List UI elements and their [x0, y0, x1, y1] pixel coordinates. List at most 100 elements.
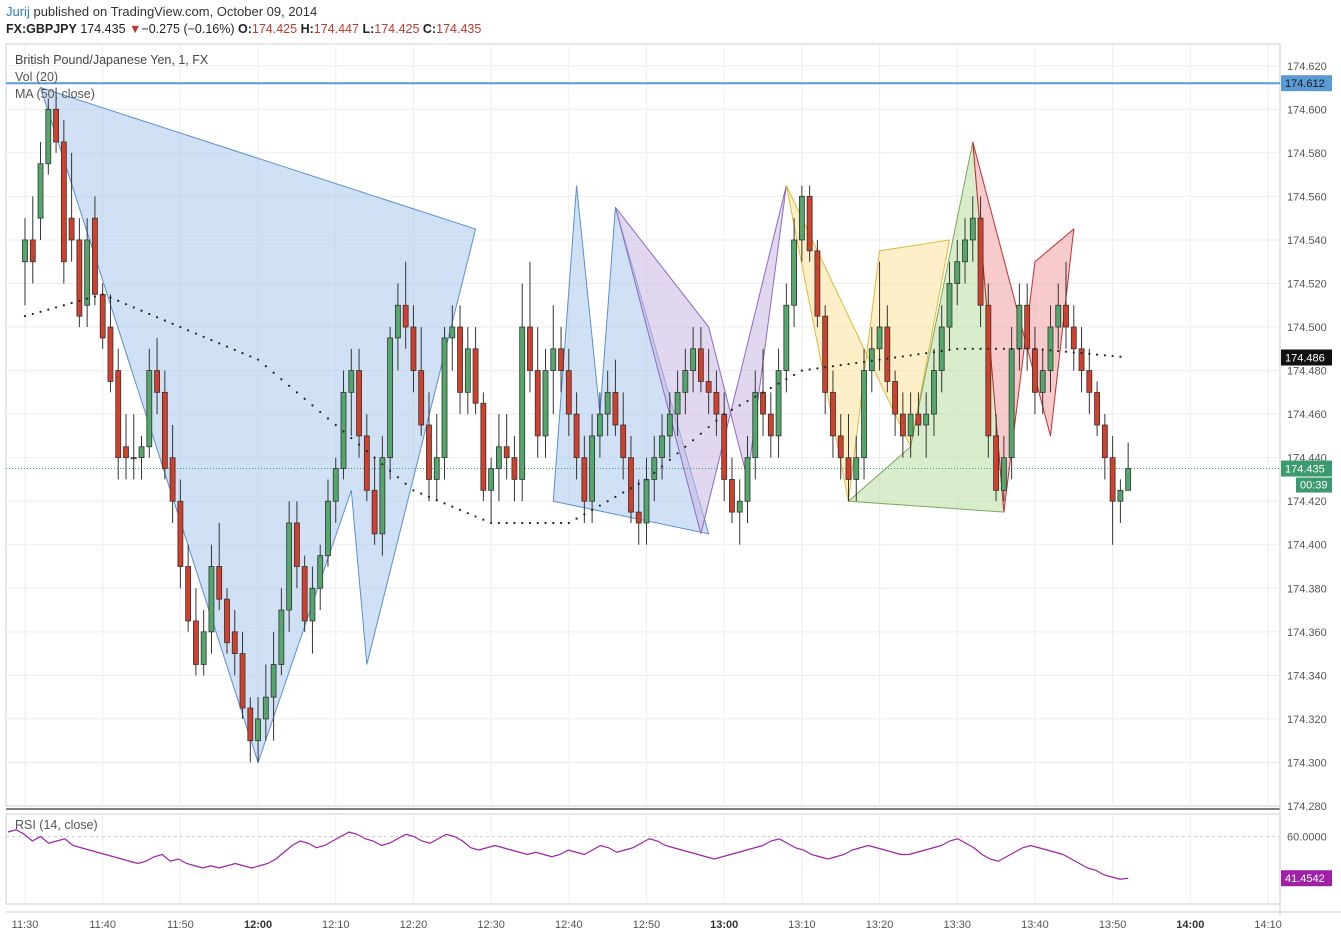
candle-body: [402, 304, 409, 328]
candle-body: [29, 239, 36, 263]
candle-body: [884, 326, 891, 382]
ma-indicator-label[interactable]: MA (50, close): [15, 87, 95, 101]
ma-point: [148, 312, 151, 316]
candle: [1125, 442, 1132, 491]
candle: [301, 555, 308, 632]
candle: [550, 305, 557, 415]
candle-body: [1094, 391, 1100, 426]
ma-point: [249, 355, 252, 358]
volume-indicator-label[interactable]: Vol (20): [15, 70, 59, 84]
candle: [783, 283, 790, 393]
ma-price-badge: 174.486: [1285, 353, 1325, 365]
low-value: 174.425: [374, 22, 420, 36]
candle-body: [798, 195, 805, 241]
ma-point: [451, 505, 454, 508]
candle: [1055, 283, 1062, 349]
harmonic-pattern-0: [39, 86, 477, 765]
candle: [628, 435, 634, 523]
symbol[interactable]: FX:GBPJPY: [6, 22, 77, 36]
candle: [1117, 479, 1124, 523]
candle-body: [550, 348, 557, 371]
candle-body: [527, 326, 533, 371]
ma-point: [521, 521, 524, 525]
price-tick-label: 174.480: [1287, 366, 1327, 378]
price-tick-label: 174.620: [1287, 61, 1327, 73]
candle: [161, 370, 168, 480]
candle: [651, 435, 658, 502]
candle: [969, 196, 976, 262]
ma-point: [225, 345, 229, 348]
candle-body: [294, 522, 300, 567]
candle-body: [861, 370, 867, 459]
time-tick-label: 13:40: [1021, 919, 1049, 931]
ma-point: [1119, 355, 1122, 358]
candle: [457, 305, 463, 415]
candle: [511, 435, 518, 502]
candle-body: [1047, 326, 1054, 371]
candle-body: [464, 348, 471, 393]
candle: [659, 414, 665, 480]
candle-body: [1016, 304, 1023, 350]
candle-body: [301, 566, 308, 622]
ma-point: [668, 458, 671, 461]
candle: [371, 457, 378, 545]
candle-body: [729, 479, 735, 513]
candle: [791, 218, 798, 328]
candle: [666, 392, 673, 458]
candle-body: [107, 326, 114, 382]
candle-body: [200, 631, 207, 665]
candle: [294, 501, 300, 589]
candle: [682, 348, 689, 415]
low-label: L:: [362, 22, 375, 36]
candle-body: [565, 370, 572, 415]
candle-body: [814, 250, 821, 317]
candle: [169, 425, 176, 523]
ma-point: [109, 296, 112, 299]
candle: [247, 697, 254, 763]
close-label: C:: [422, 22, 437, 36]
candle: [208, 544, 215, 654]
candle-body: [387, 337, 394, 459]
ma-point: [194, 332, 198, 335]
candle-body: [457, 326, 463, 393]
time-tick-label: 12:20: [400, 919, 428, 931]
ma-point: [1049, 349, 1052, 352]
candle: [806, 185, 813, 262]
candle-body: [697, 348, 704, 382]
ma-point: [699, 432, 702, 435]
ma-point: [994, 347, 998, 350]
author-link[interactable]: Jurij: [6, 4, 30, 19]
ma-point: [963, 347, 967, 350]
ma-point: [101, 293, 104, 296]
candle-body: [239, 653, 246, 709]
candle-body: [480, 402, 487, 491]
time-tick-label: 12:40: [555, 919, 583, 931]
candle: [977, 196, 984, 328]
candle: [356, 348, 362, 458]
ma-point: [117, 299, 120, 303]
ma-point: [78, 299, 81, 303]
candle-body: [410, 326, 417, 371]
candle-body: [534, 370, 541, 437]
ma-point: [723, 413, 726, 416]
ma-point: [86, 297, 89, 300]
hline-price-badge: 174.612: [1285, 78, 1325, 90]
ma-point: [862, 360, 866, 363]
candle-body: [993, 435, 999, 491]
countdown-badge-bg: [1296, 477, 1332, 493]
candle-body: [946, 283, 953, 328]
candle: [68, 152, 75, 262]
price-change: −0.275 (−0.16%): [141, 22, 235, 36]
rsi-indicator-label[interactable]: RSI (14, close): [15, 818, 98, 832]
ma-point: [365, 450, 368, 453]
candle-body: [558, 348, 564, 371]
candle-body: [573, 413, 580, 459]
rsi-value-badge-bg: [1281, 870, 1332, 887]
ma-point: [544, 521, 547, 525]
candle: [325, 479, 331, 567]
candle: [876, 261, 883, 371]
candle-body: [604, 391, 611, 415]
ma-point: [357, 443, 361, 446]
candle: [231, 610, 238, 676]
